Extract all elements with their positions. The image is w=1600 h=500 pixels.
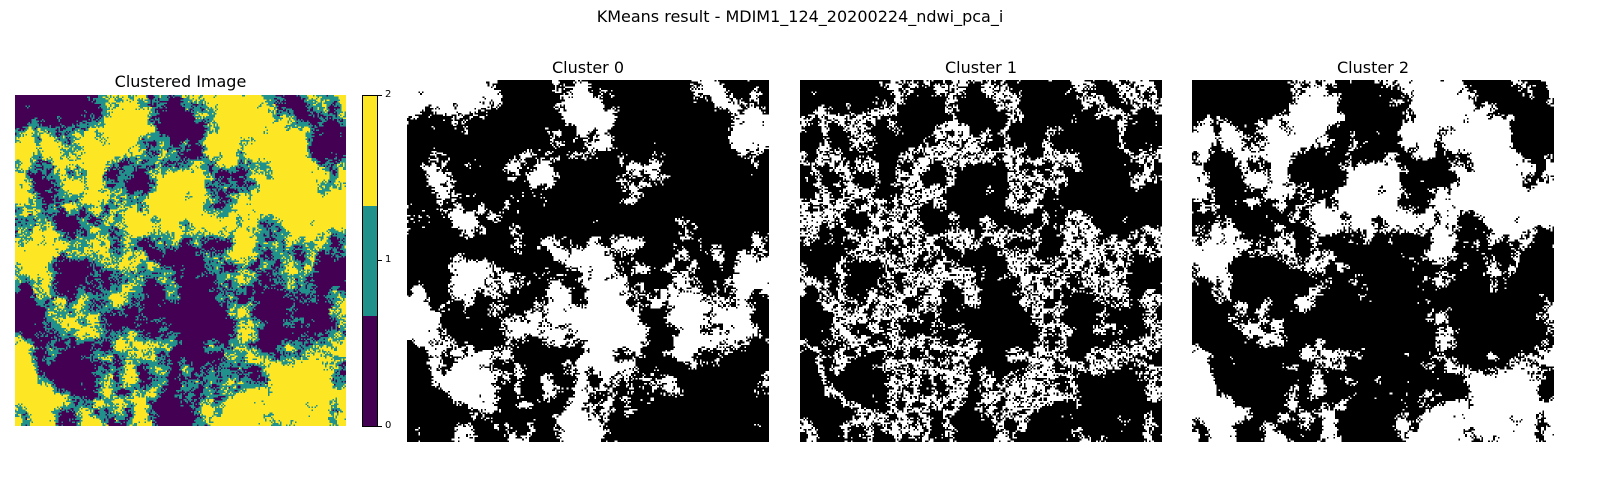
- cluster-1-title: Cluster 1: [944, 58, 1018, 77]
- colorbar-tick-1: [378, 260, 382, 261]
- colorbar-segment-2: [363, 96, 377, 207]
- cluster-1-mask: [800, 80, 1162, 442]
- colorbar-segment-0: [363, 315, 377, 426]
- cluster-2-mask: [1192, 80, 1554, 442]
- colorbar-tick-0: [378, 426, 382, 427]
- colorbar-tick-label-1: 1: [385, 254, 392, 265]
- colorbar-segment-1: [363, 205, 377, 316]
- colorbar: [362, 95, 378, 427]
- colorbar-tick-label-0: 0: [385, 420, 392, 431]
- clustered-image: [15, 95, 346, 426]
- figure-title: KMeans result - MDIM1_124_20200224_ndwi_…: [596, 7, 1004, 26]
- cluster-0-mask: [407, 80, 769, 442]
- clustered-image-title: Clustered Image: [114, 72, 247, 91]
- cluster-2-title: Cluster 2: [1336, 58, 1410, 77]
- colorbar-tick-label-2: 2: [385, 89, 392, 100]
- colorbar-tick-2: [378, 95, 382, 96]
- cluster-0-title: Cluster 0: [551, 58, 625, 77]
